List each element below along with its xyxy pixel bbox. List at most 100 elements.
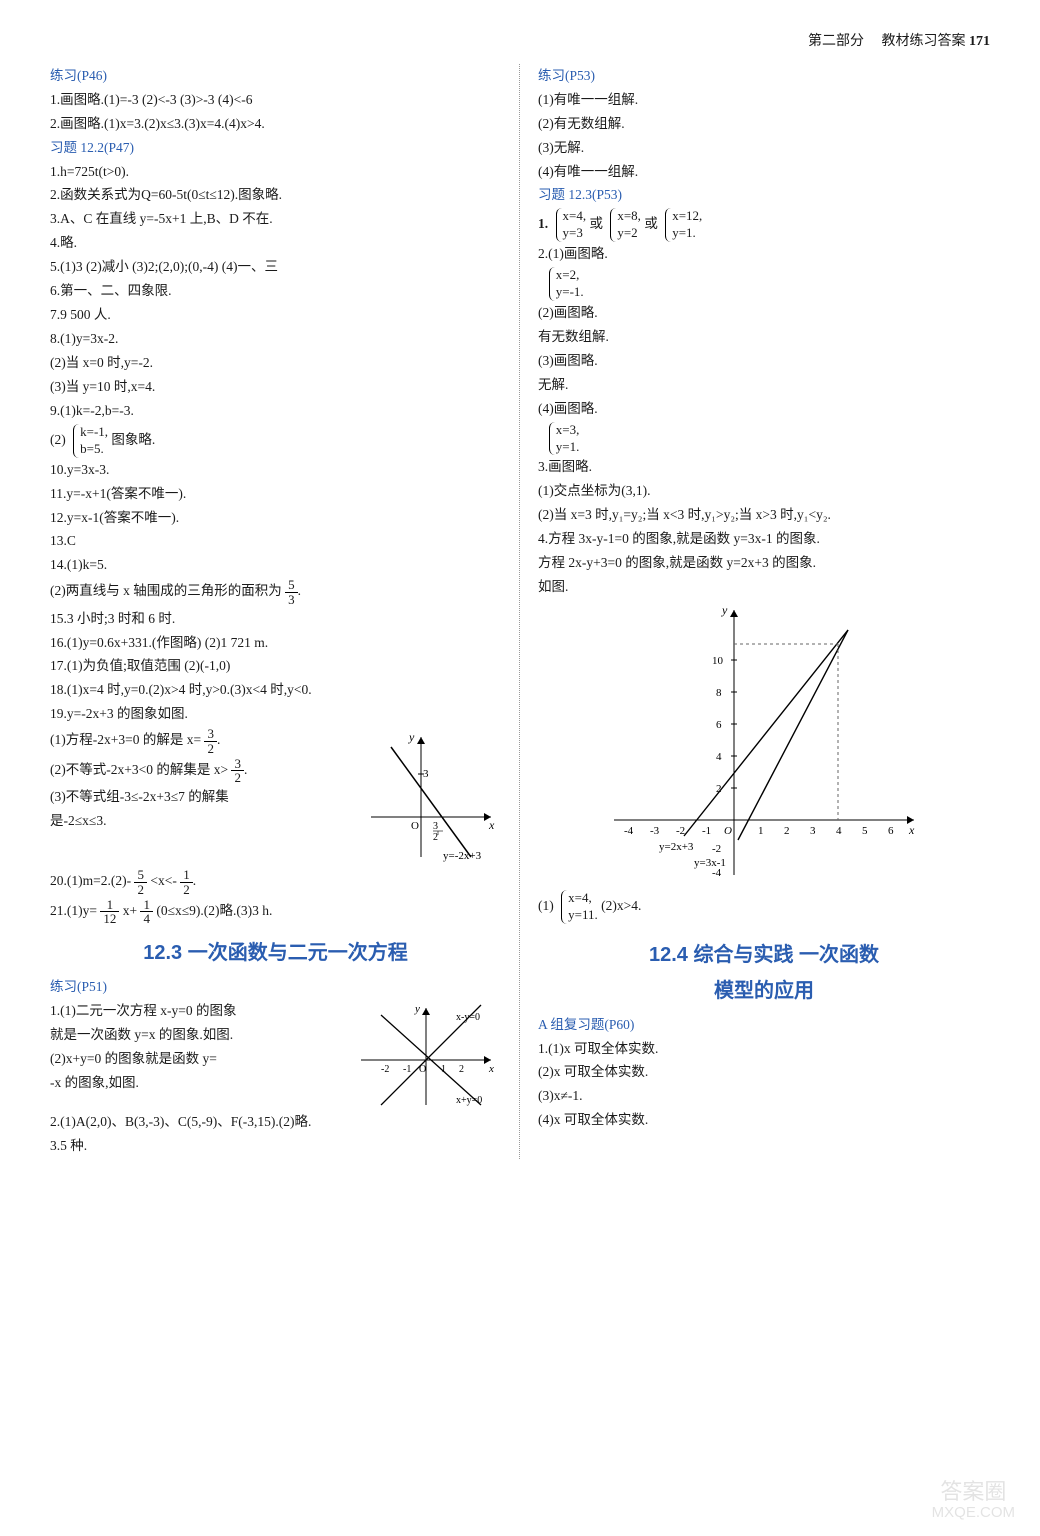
svg-text:10: 10 <box>712 655 724 667</box>
svg-text:y: y <box>414 1003 420 1015</box>
l20-f2: 12 <box>180 868 193 896</box>
g51-l2: x+y=0 <box>456 1095 482 1106</box>
l9b-post: 图象略. <box>111 432 155 447</box>
svg-text:2: 2 <box>459 1064 464 1075</box>
p53-2: (2)有无数组解. <box>538 113 990 136</box>
rsol-brace: x=4,y=11. <box>561 890 598 924</box>
ex-12-3: 习题 12.3(P53) <box>538 184 990 207</box>
l21-f1: 112 <box>100 898 119 926</box>
r1-b2: x=8,y=2 <box>610 208 641 242</box>
l9a: 9.(1)k=-2,b=-3. <box>50 400 501 423</box>
l12: 12.y=x-1(答案不唯一). <box>50 507 501 530</box>
svg-text:-3: -3 <box>650 825 660 837</box>
l11: 11.y=-x+1(答案不唯一). <box>50 483 501 506</box>
l8b: (2)当 x=0 时,y=-2. <box>50 352 501 375</box>
l14b-frac: 53 <box>285 578 298 606</box>
l19-2-pre: (2)不等式-2x+3<0 的解集是 x> <box>50 762 228 777</box>
l20-f2d: 2 <box>180 883 193 897</box>
svg-text:8: 8 <box>716 687 722 699</box>
svg-text:6: 6 <box>716 719 722 731</box>
p53-1: (1)有唯一一组解. <box>538 89 990 112</box>
l19-2-d: 2 <box>231 771 244 785</box>
l21-pre: 21.(1)y= <box>50 903 97 918</box>
l19-1-d: 2 <box>204 742 217 756</box>
svg-text:O: O <box>724 825 732 837</box>
rsol-pre: (1) <box>538 898 554 913</box>
l21: 21.(1)y= 112 x+ 14 (0≤x≤9).(2)略.(3)3 h. <box>50 898 501 926</box>
l20-f1n: 5 <box>134 868 147 883</box>
l21-f2: 14 <box>140 898 153 926</box>
p53-3: (3)无解. <box>538 137 990 160</box>
l9b: (2) k=-1, b=5. 图象略. <box>50 424 501 458</box>
l20-mid: <x<- <box>150 874 176 889</box>
svg-text:-2: -2 <box>381 1064 389 1075</box>
l20-f2n: 1 <box>180 868 193 883</box>
graph-4: x y -4 -3 -2 -1 O 1 2 3 4 5 6 2 4 6 8 10 <box>604 600 924 880</box>
r4b: 方程 2x-y+3=0 的图象,就是函数 y=2x+3 的图象. <box>538 552 990 575</box>
l20-f1: 52 <box>134 868 147 896</box>
l17: 17.(1)为负值;取值范围 (2)(-1,0) <box>50 655 501 678</box>
l3: 3.A、C 在直线 y=-5x+1 上,B、D 不在. <box>50 208 501 231</box>
l4: 4.略. <box>50 232 501 255</box>
l7: 7.9 500 人. <box>50 304 501 327</box>
l14b: (2)两直线与 x 轴围成的三角形的面积为 53. <box>50 578 501 606</box>
r2-b1: x=2,y=-1. <box>538 267 990 301</box>
l16: 16.(1)y=0.6x+331.(作图略) (2)1 721 m. <box>50 632 501 655</box>
svg-text:4: 4 <box>716 751 722 763</box>
r2-brace2: x=3,y=1. <box>549 422 580 456</box>
l20-pre: 20.(1)m=2.(2)- <box>50 874 131 889</box>
svg-text:5: 5 <box>862 825 868 837</box>
r1-or1: 或 <box>589 216 603 231</box>
header-part: 第二部分 <box>808 34 864 49</box>
r2-brace1: x=2,y=-1. <box>549 267 584 301</box>
l14a: 14.(1)k=5. <box>50 554 501 577</box>
r1-b3b: y=1. <box>672 225 702 242</box>
a1: 1.(1)x 可取全体实数. <box>538 1038 990 1061</box>
l9b-pre: (2) <box>50 432 66 447</box>
r2c: 有无数组解. <box>538 326 990 349</box>
p51-block: x y -2 -1 O 1 2 x-y=0 x+y=0 1.(1)二元一次方程 … <box>50 1000 501 1110</box>
section-12-4b: 模型的应用 <box>538 974 990 1008</box>
r2f: (4)画图略. <box>538 398 990 421</box>
r1-b1a: x=4, <box>563 208 587 225</box>
header-label: 教材练习答案 <box>882 34 966 49</box>
ex-p46: 练习(P46) <box>50 65 501 88</box>
ex-p53: 练习(P53) <box>538 65 990 88</box>
svg-text:4: 4 <box>836 825 842 837</box>
r2e: 无解. <box>538 374 990 397</box>
r1-b1b: y=3 <box>563 225 587 242</box>
svg-text:y: y <box>721 603 728 617</box>
p46-1: 1.画图略.(1)=-3 (2)<-3 (3)>-3 (4)<-6 <box>50 89 501 112</box>
r1-or2: 或 <box>644 216 658 231</box>
svg-text:1: 1 <box>758 825 764 837</box>
watermark: 答案圈 MXQE.COM <box>932 1480 1015 1521</box>
l14b-pre: (2)两直线与 x 轴围成的三角形的面积为 <box>50 584 282 599</box>
svg-text:-1: -1 <box>702 825 711 837</box>
a-group: A 组复习题(P60) <box>538 1014 990 1037</box>
svg-text:6: 6 <box>888 825 894 837</box>
l9b-b2: b=5. <box>80 441 108 458</box>
svg-text:-1: -1 <box>403 1064 411 1075</box>
page-header: 第二部分 教材练习答案 171 <box>40 30 1000 54</box>
a4: (4)x 可取全体实数. <box>538 1109 990 1132</box>
l19-block: x y O 3 3 2 y=-2x+3 (1)方程-2x+3=0 的解是 x= … <box>50 727 501 867</box>
a3: (3)x≠-1. <box>538 1085 990 1108</box>
r2-b2a: x=3, <box>556 422 580 439</box>
r1-b2b: y=2 <box>617 225 641 242</box>
left-column: 练习(P46) 1.画图略.(1)=-3 (2)<-3 (3)>-3 (4)<-… <box>40 64 520 1159</box>
a2: (2)x 可取全体实数. <box>538 1061 990 1084</box>
rsol-b1: x=4, <box>568 890 598 907</box>
ex-12-2: 习题 12.2(P47) <box>50 137 501 160</box>
section-12-4a: 12.4 综合与实践 一次函数 <box>538 938 990 972</box>
r1: 1. x=4,y=3 或 x=8,y=2 或 x=12,y=1. <box>538 208 990 242</box>
r-sol: (1) x=4,y=11. (2)x>4. <box>538 890 990 924</box>
l21-f1d: 12 <box>100 912 119 926</box>
svg-text:-2: -2 <box>712 843 721 855</box>
l19-2-n: 3 <box>231 757 244 772</box>
g4-l2: y=3x-1 <box>694 857 726 869</box>
r2a: 2.(1)画图略. <box>538 243 990 266</box>
svg-text:x: x <box>488 1063 494 1075</box>
r2-b1b: y=-1. <box>556 284 584 301</box>
l8a: 8.(1)y=3x-2. <box>50 328 501 351</box>
r4c: 如图. <box>538 576 990 599</box>
